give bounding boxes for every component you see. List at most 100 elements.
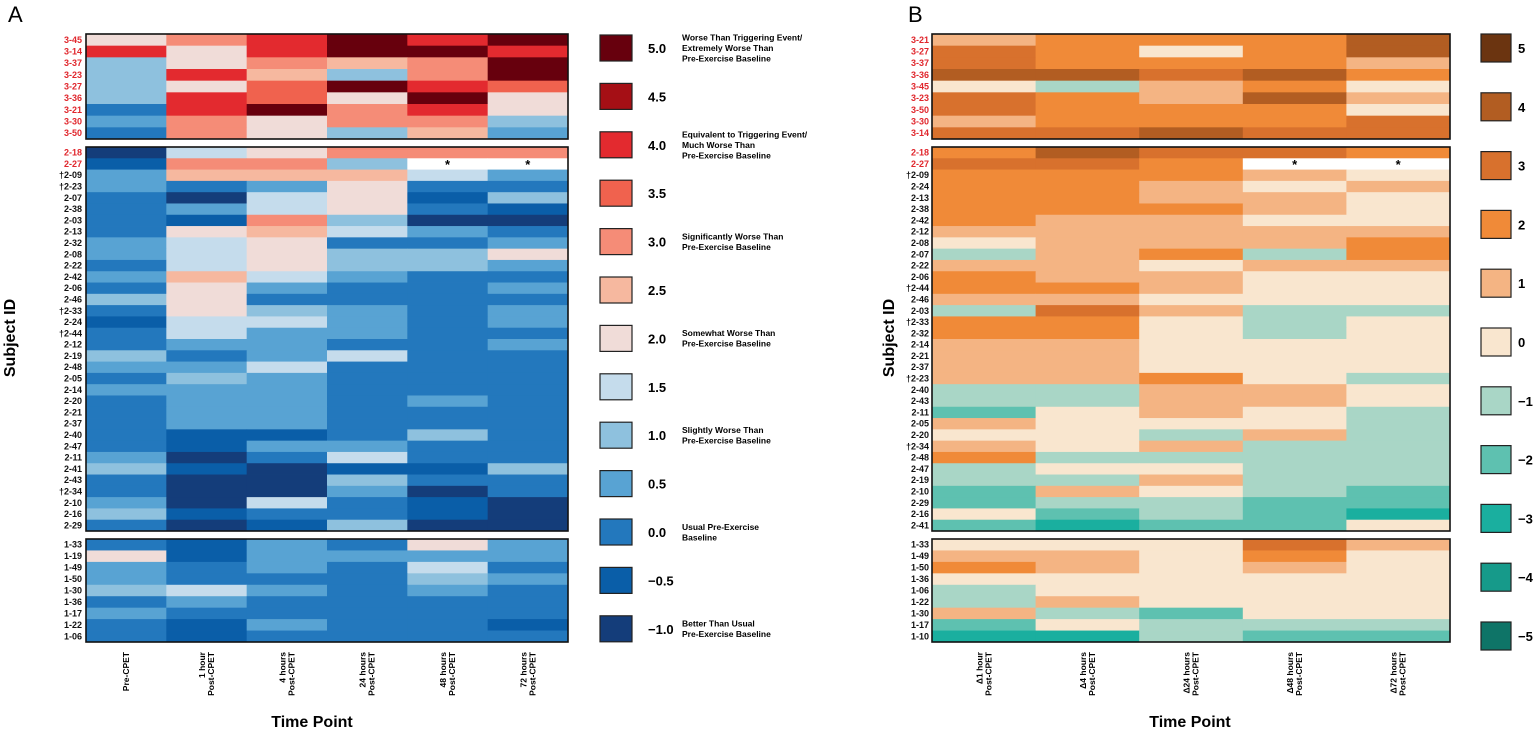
heatmap-cell <box>327 440 408 453</box>
row-label: 1-30 <box>64 586 82 596</box>
heatmap-cell <box>1139 214 1244 227</box>
legend-swatch <box>1480 33 1512 63</box>
heatmap-cell <box>1346 127 1451 140</box>
row-label: 2-07 <box>64 193 82 203</box>
heatmap-cell <box>1035 226 1140 238</box>
heatmap-cell <box>1035 339 1140 351</box>
heatmap-cell <box>1346 192 1451 204</box>
row-label: 3-36 <box>64 93 82 103</box>
heatmap-cell <box>166 34 248 47</box>
heatmap-cell <box>932 248 1036 261</box>
row-label: 2-07 <box>911 249 929 259</box>
heatmap-cell <box>327 282 408 295</box>
heatmap-cell <box>246 192 328 204</box>
heatmap-cell <box>1035 584 1140 597</box>
heatmap-cell <box>1346 327 1451 340</box>
y-axis-title: Subject ID <box>2 299 19 377</box>
heatmap-cell <box>1346 237 1451 250</box>
heatmap-cell <box>1035 45 1140 58</box>
row-label: 2-24 <box>64 317 82 327</box>
heatmap-cell <box>1139 147 1244 159</box>
heatmap-cell <box>246 350 328 362</box>
heatmap-cell <box>1139 180 1244 193</box>
heatmap-cell <box>166 259 248 272</box>
heatmap-cell <box>1035 305 1140 317</box>
legend-description: Somewhat Worse Than Pre-Exercise Baseline <box>682 328 775 349</box>
heatmap-cell <box>1035 237 1140 250</box>
heatmap-cell <box>1346 474 1451 487</box>
heatmap-cell <box>246 619 328 631</box>
heatmap-cell <box>166 395 248 408</box>
heatmap-cell <box>407 147 489 159</box>
heatmap-cell <box>487 34 569 47</box>
heatmap-cell <box>487 237 569 250</box>
heatmap-cell <box>407 485 489 498</box>
panel-b: B 3-21 3-273-37 3-36 3-453-23 3-50 3-303-14 2-1… <box>881 2 1534 729</box>
heatmap-cell <box>86 192 167 204</box>
heatmap-cell <box>1035 550 1140 563</box>
heatmap-cell <box>1035 395 1140 408</box>
heatmap-cell <box>86 384 167 396</box>
legend-swatch <box>599 421 633 449</box>
heatmap-cell <box>1035 127 1140 140</box>
heatmap-cell <box>1139 226 1244 238</box>
heatmap-cell <box>166 418 248 430</box>
heatmap-cell <box>86 69 167 82</box>
heatmap-cell <box>1346 619 1451 631</box>
heatmap-cell <box>246 451 328 464</box>
missing-marker: * <box>445 157 451 172</box>
heatmap-cell <box>1139 596 1244 609</box>
legend-value: 2.5 <box>648 283 666 298</box>
heatmap-cell <box>327 214 408 227</box>
heatmap-cell <box>246 573 328 586</box>
heatmap-cell <box>86 327 167 340</box>
heatmap-cell <box>1346 104 1451 117</box>
row-label: 2-10 <box>64 498 82 508</box>
row-label: 1-36 <box>911 574 929 584</box>
row-label: 2-41 <box>64 464 82 474</box>
heatmap-cell <box>1242 158 1347 170</box>
heatmap-cell <box>327 237 408 250</box>
heatmap-cell <box>246 584 328 597</box>
heatmap-cell <box>1035 293 1140 306</box>
heatmap-cell <box>407 80 489 93</box>
heatmap-cell <box>1035 596 1140 609</box>
heatmap-cell <box>1035 192 1140 204</box>
heatmap-cell <box>1139 45 1244 58</box>
heatmap-cell <box>327 406 408 419</box>
heatmap-cell <box>932 271 1036 283</box>
heatmap-cell <box>327 293 408 306</box>
row-label: 2-06 <box>64 283 82 293</box>
row-label: 2-24 <box>911 182 929 192</box>
row-label: 2-19 <box>64 351 82 361</box>
heatmap-cell <box>487 451 569 464</box>
column-label: Δ4 hoursPost-CPET <box>1078 651 1097 696</box>
row-label: 2-42 <box>911 215 929 225</box>
heatmap-cell <box>932 561 1036 574</box>
heatmap-cell <box>487 127 569 140</box>
heatmap-cell <box>86 214 167 227</box>
heatmap-cell <box>1035 115 1140 128</box>
heatmap-cell <box>932 115 1036 128</box>
heatmap-cell <box>1346 45 1451 58</box>
heatmap-cell <box>1139 630 1244 643</box>
heatmap-cell <box>487 45 569 58</box>
heatmap-cell <box>1035 607 1140 620</box>
heatmap-cell <box>1139 406 1244 419</box>
heatmap-cell <box>407 69 489 82</box>
heatmap-cell <box>1242 630 1347 643</box>
heatmap-cell <box>246 293 328 306</box>
heatmap-cell <box>86 80 167 93</box>
heatmap-cell <box>1139 539 1244 551</box>
row-label: 2-32 <box>911 328 929 338</box>
row-label: 1-50 <box>911 563 929 573</box>
legend-description: Significantly Worse Than Pre-Exercise Bas… <box>682 231 783 252</box>
heatmap-cell <box>407 192 489 204</box>
row-label: 2-38 <box>911 204 929 214</box>
heatmap-cell <box>932 519 1036 532</box>
heatmap-cell <box>1346 372 1451 385</box>
panel-letter: A <box>8 2 23 27</box>
heatmap-cell <box>86 440 167 453</box>
heatmap-cell <box>1346 395 1451 408</box>
heatmap-cell <box>407 57 489 70</box>
